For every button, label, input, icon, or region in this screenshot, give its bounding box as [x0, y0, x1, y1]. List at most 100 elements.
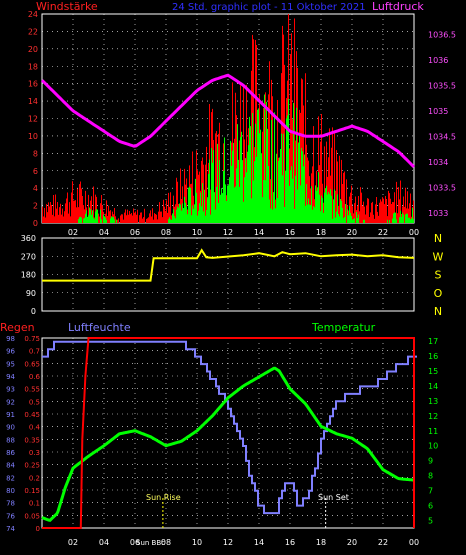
- temperature-axis-tick: 15: [428, 367, 438, 376]
- pressure-axis-tick: 1033.5: [428, 183, 456, 192]
- wind-axis-tick: 4: [33, 184, 38, 193]
- temperature-axis-tick: 5: [428, 517, 433, 526]
- rain-axis-tick: 0.7: [29, 348, 40, 356]
- climate-x-tick: 20: [347, 538, 357, 547]
- rain-axis-tick: 0.6: [29, 373, 41, 381]
- climate-x-tick: 04: [99, 538, 109, 547]
- humidity-axis-tick: 94: [6, 373, 15, 381]
- wind-title: Windstärke: [36, 0, 98, 13]
- rain-axis-tick: 0: [36, 525, 40, 533]
- temperature-axis-tick: 13: [428, 397, 438, 406]
- temperature-axis-tick: 17: [428, 337, 438, 346]
- wind-axis-tick: 16: [28, 80, 38, 89]
- rain-axis-tick: 0.45: [24, 411, 40, 419]
- humidity-axis-tick: 91: [6, 411, 15, 419]
- humidity-axis-tick: 86: [6, 449, 15, 457]
- wind-axis-tick: 6: [33, 167, 38, 176]
- humidity-axis-tick: 93: [6, 386, 15, 394]
- wind-x-tick: 22: [378, 228, 388, 237]
- graph-title: 24 Std. graphic plot - 11 Oktober 2021: [172, 2, 366, 13]
- climate-x-extra: Sun BBc: [136, 539, 165, 547]
- wind-x-tick: 18: [316, 228, 326, 237]
- rain-axis-tick: 0.1: [29, 500, 40, 508]
- temperature-axis-tick: 6: [428, 502, 433, 511]
- climate-x-tick: 02: [68, 538, 78, 547]
- wind-x-tick: 02: [68, 228, 78, 237]
- pressure-axis-tick: 1034: [428, 158, 448, 167]
- temperature-axis-tick: 11: [428, 427, 438, 436]
- temperature-axis-tick: 9: [428, 457, 433, 466]
- humidity-axis-tick: 88: [6, 436, 15, 444]
- humidity-axis-tick: 98: [6, 335, 15, 343]
- compass-label: O: [434, 287, 443, 300]
- climate-x-tick: 06: [130, 538, 140, 547]
- sunrise-label: Sun Rise: [146, 493, 181, 502]
- compass-label: W: [433, 250, 444, 263]
- climate-x-tick: 10: [192, 538, 202, 547]
- wind-axis-tick: 22: [28, 27, 38, 36]
- wind-axis-tick: 18: [28, 62, 38, 71]
- temperature-axis-tick: 12: [428, 412, 438, 421]
- rain-line: [42, 337, 415, 529]
- climate-x-tick: 00: [409, 538, 419, 547]
- temperature-line: [41, 366, 415, 522]
- humidity-axis-tick: 74: [6, 525, 15, 533]
- direction-axis-tick: 270: [21, 252, 36, 261]
- wind-axis-tick: 10: [28, 132, 38, 141]
- climate-x-tick: 08: [161, 538, 171, 547]
- humidity-axis-tick: 92: [6, 398, 15, 406]
- wind-direction-line: [42, 248, 415, 282]
- sunset-label: Sun Set: [318, 493, 349, 502]
- compass-label: N: [434, 232, 442, 245]
- wind-axis-tick: 8: [33, 149, 38, 158]
- pressure-title: Luftdruck: [372, 0, 424, 13]
- humidity-axis-tick: 96: [6, 348, 15, 356]
- humidity-axis-tick: 95: [6, 360, 15, 368]
- direction-axis-tick: 180: [21, 271, 36, 280]
- wind-x-tick: 20: [347, 228, 357, 237]
- pressure-axis-tick: 1036.5: [428, 30, 456, 39]
- rain-axis-tick: 0.3: [29, 449, 40, 457]
- direction-axis-tick: 360: [21, 234, 36, 243]
- pressure-axis-tick: 1035.5: [428, 81, 456, 90]
- humidity-axis-tick: 80: [6, 487, 15, 495]
- wind-x-tick: 10: [192, 228, 202, 237]
- wind-x-tick: 16: [285, 228, 295, 237]
- wind-x-tick: 14: [254, 228, 264, 237]
- rain-label: Regen: [0, 321, 35, 334]
- rain-axis-tick: 0.5: [29, 398, 40, 406]
- rain-axis-tick: 0.2: [29, 474, 40, 482]
- temperature-axis-tick: 14: [428, 382, 438, 391]
- wind-x-tick: 06: [130, 228, 140, 237]
- direction-axis-tick: 90: [26, 289, 36, 298]
- wind-axis-tick: 0: [33, 219, 38, 228]
- rain-axis-tick: 0.75: [24, 335, 40, 343]
- temperature-axis-tick: 7: [428, 487, 433, 496]
- compass-label: S: [435, 269, 442, 282]
- wind-x-tick: 04: [99, 228, 109, 237]
- humidity-axis-tick: 84: [6, 462, 15, 470]
- wind-x-tick: 12: [223, 228, 233, 237]
- direction-axis-tick: 0: [31, 307, 36, 316]
- rain-axis-tick: 0.05: [24, 512, 40, 520]
- chart-layer: 02468101214161820222410331033.510341034.…: [6, 10, 456, 547]
- humidity-label: Luftfeuchte: [68, 321, 131, 334]
- rain-axis-tick: 0.55: [24, 386, 40, 394]
- humidity-axis-tick: 76: [6, 512, 15, 520]
- climate-x-tick: 12: [223, 538, 233, 547]
- temperature-axis-tick: 8: [428, 472, 433, 481]
- wind-x-tick: 00: [409, 228, 419, 237]
- pressure-axis-tick: 1033: [428, 209, 448, 218]
- wind-axis-tick: 14: [28, 97, 38, 106]
- rain-axis-tick: 0.65: [24, 360, 40, 368]
- temperature-label: Temperatur: [311, 321, 376, 334]
- pressure-axis-tick: 1035: [428, 107, 448, 116]
- wind-axis-tick: 24: [28, 10, 38, 19]
- temperature-axis-tick: 16: [428, 352, 438, 361]
- humidity-line: [42, 340, 417, 515]
- humidity-axis-tick: 90: [6, 424, 15, 432]
- climate-x-tick: 22: [378, 538, 388, 547]
- wind-x-tick: 08: [161, 228, 171, 237]
